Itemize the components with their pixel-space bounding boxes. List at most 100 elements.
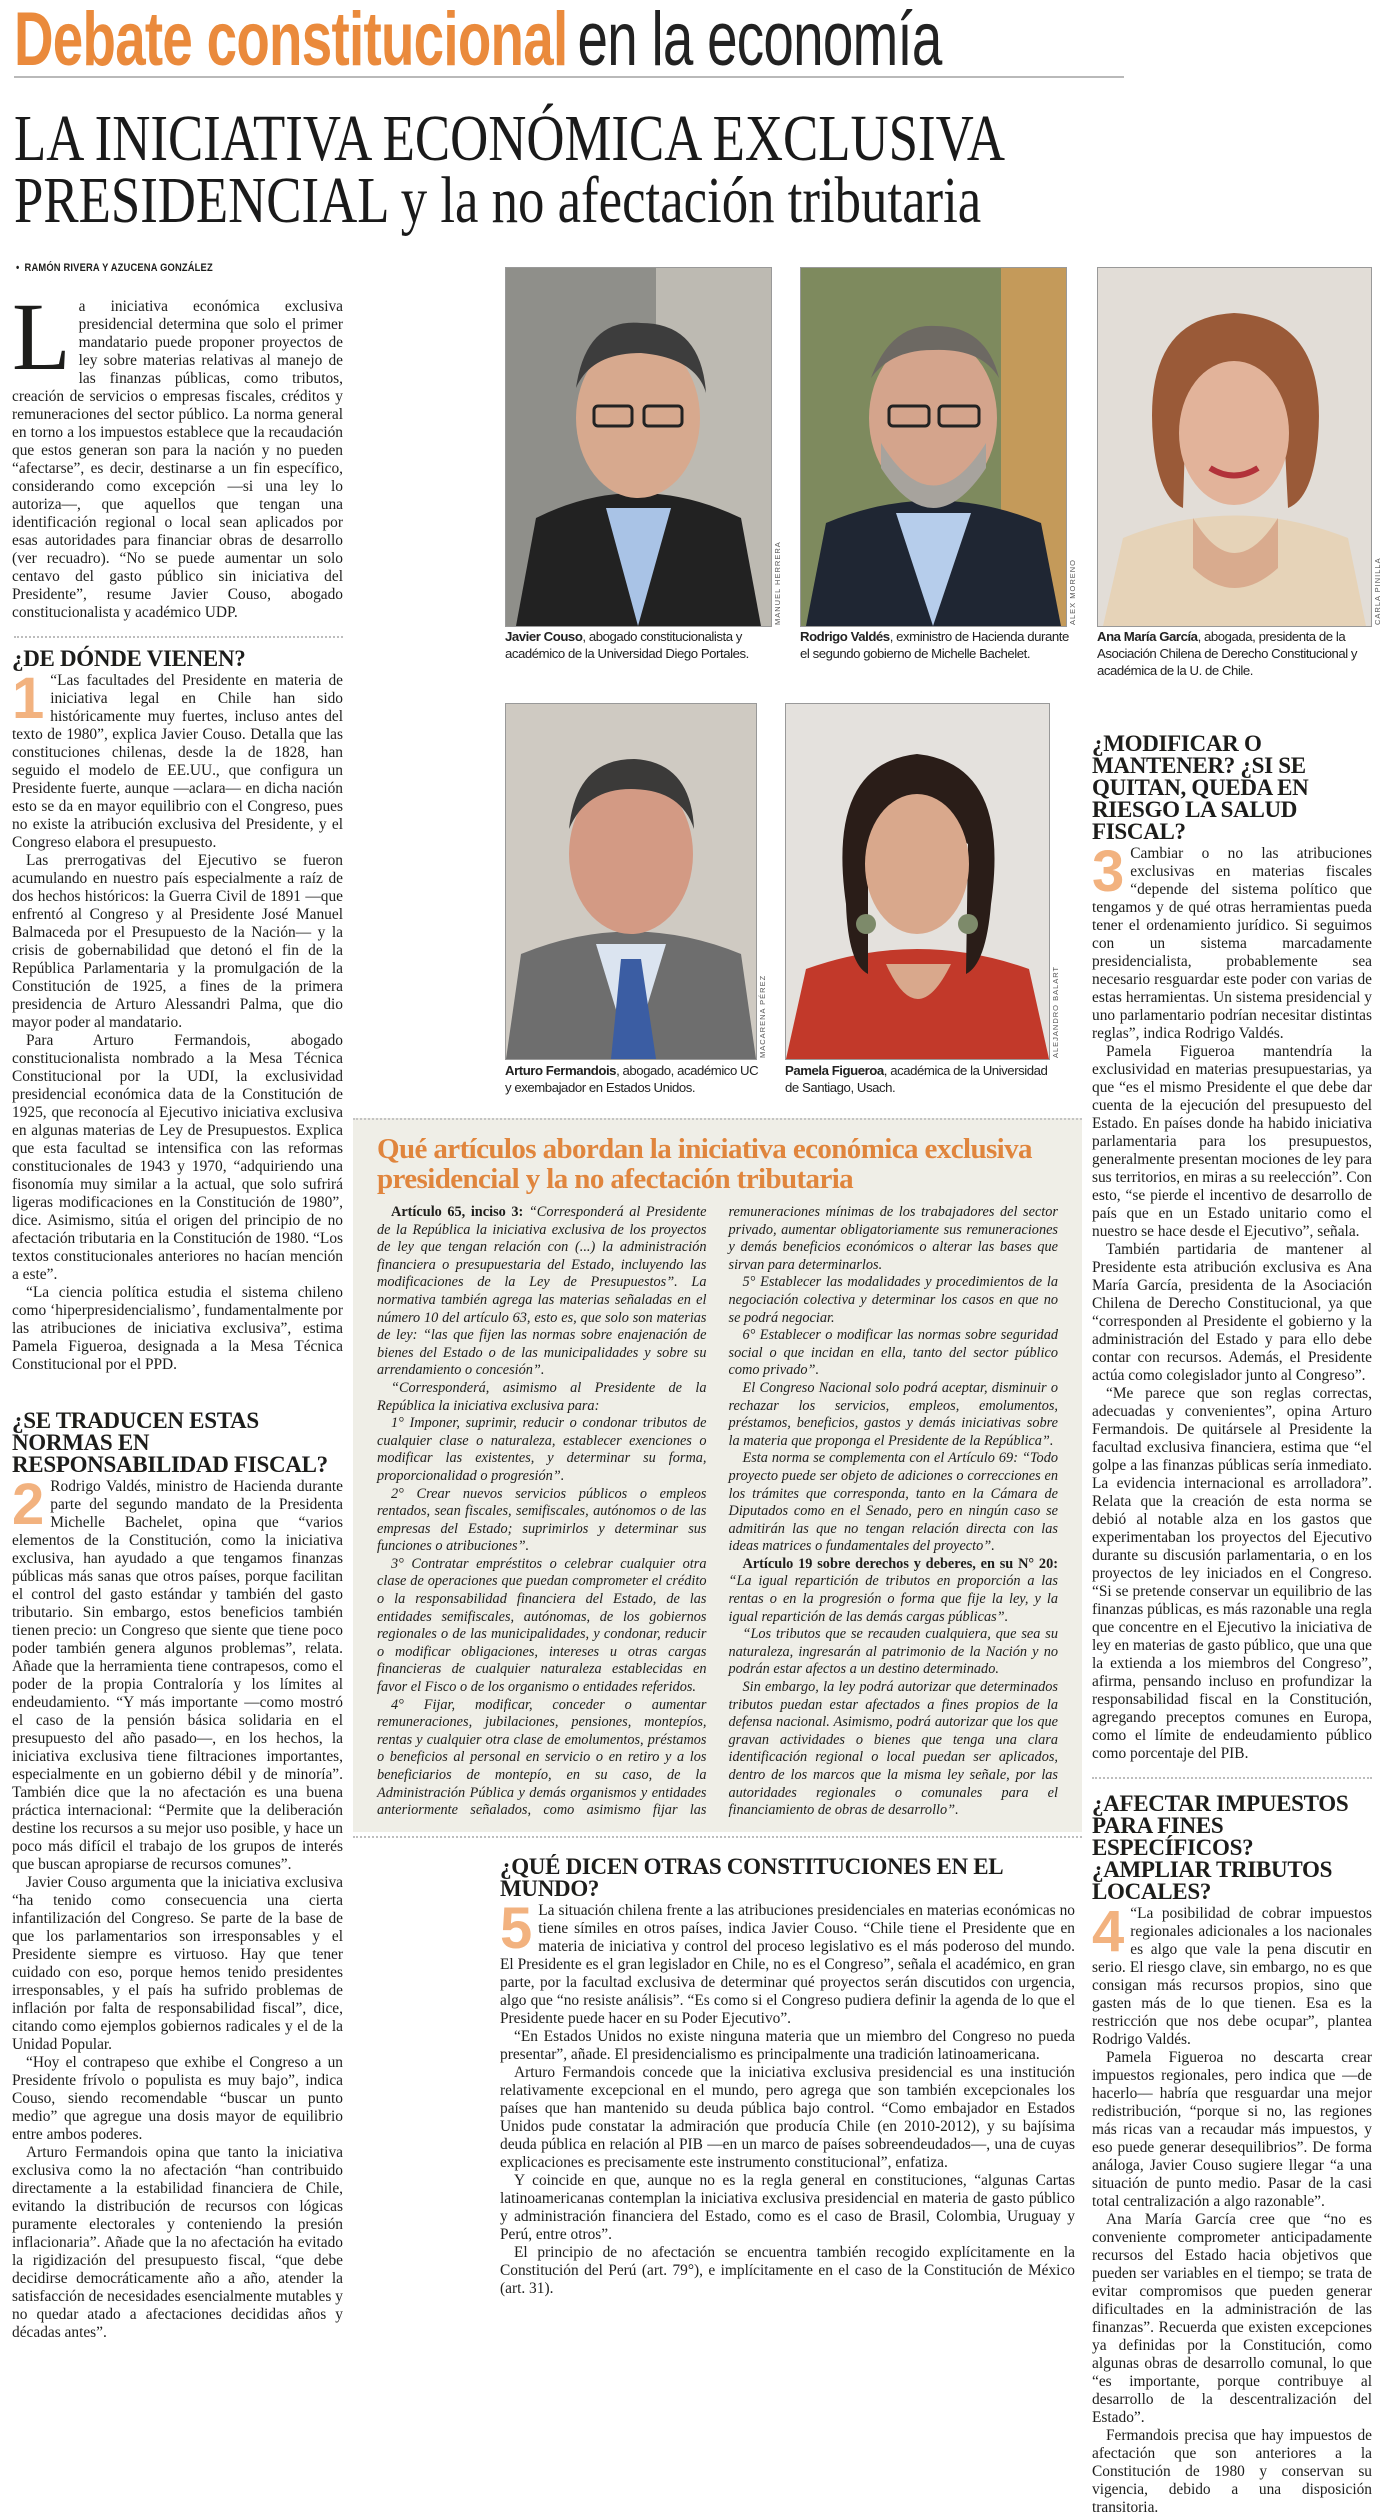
section-heading: ¿SE TRADUCEN ESTAS NORMAS EN RESPONSABIL…	[12, 1408, 328, 1477]
paragraph-text: Ana María García cree que “no es conveni…	[1092, 2211, 1372, 2426]
section-de-donde-vienen: ¿DE DÓNDE VIENEN? 1 “Las facultades del Pr…	[12, 646, 343, 1374]
photo-credit: ALEX MORENO	[1068, 558, 1077, 625]
paragraph: 4 “La posibilidad de cobrar impuestos reg…	[1092, 1899, 1372, 2049]
paragraph: Ana María García cree que “no es conveni…	[1092, 2211, 1372, 2427]
box-paragraph-text: “Los tributos que se recauden cualquiera…	[728, 1626, 1059, 1678]
paragraph-text: Arturo Fermandois concede que la iniciat…	[500, 2063, 1075, 2171]
section-number: 4	[1092, 1899, 1125, 1964]
middle-column: Qué artículos abordan la iniciativa econ…	[353, 1118, 1082, 2298]
photo-caption: Javier Couso, abogado constitucionalista…	[505, 628, 775, 662]
kicker-light: en la economía	[577, 0, 943, 82]
section-modificar-o-mantener: ¿MODIFICAR O MANTENER? ¿SI SE QUITAN, QU…	[1092, 731, 1372, 1763]
caption-text: , académica de la Universidad de Santiag…	[785, 1063, 1048, 1095]
headline-line-1: LA INICIATIVA ECONÓMICA EXCLUSIVA	[14, 102, 1006, 175]
photo-pamela-figueroa	[785, 703, 1050, 1060]
separator	[1092, 1777, 1372, 1779]
section-heading: ¿AFECTAR IMPUESTOS PARA FINES ESPECÍFICO…	[1092, 1791, 1349, 1904]
paragraph: 5 La situación chilena frente a las atrib…	[500, 1899, 1075, 2028]
caption-text: , exministro de Hacienda durante el segu…	[800, 629, 1069, 661]
paragraph-text: “Hoy el contrapeso que exhibe el Congres…	[12, 2054, 343, 2143]
article-reference: Artículo 19 sobre derechos y deberes, en…	[742, 1555, 1059, 1572]
paragraph: Las prerrogativas del Ejecutivo se fuero…	[12, 852, 343, 1032]
paragraph-text: Rodrigo Valdés, ministro de Hacienda dur…	[12, 1478, 343, 1873]
paragraph: Arturo Fermandois concede que la iniciat…	[500, 2064, 1075, 2172]
box-paragraph: Artículo 19 sobre derechos y deberes, en…	[729, 1556, 1059, 1626]
paragraph-text: Javier Couso argumenta que la iniciativa…	[12, 1874, 343, 2053]
section-number: 1	[12, 666, 45, 731]
box-paragraph-text: 4° Fijar, modificar, conceder o aumentar…	[377, 1204, 1058, 1819]
box-paragraph-text: 1° Imponer, suprimir, reducir o condonar…	[377, 1415, 707, 1484]
kicker-bold: Debate constitucional	[14, 0, 568, 82]
paragraph: Y coincide en que, aunque no es la regla…	[500, 2172, 1075, 2244]
box-paragraph: 2° Crear nuevos servicios públicos o emp…	[377, 1486, 707, 1556]
photo-caption: Rodrigo Valdés, exministro de Hacienda d…	[800, 628, 1070, 662]
box-paragraph-text: Sin embargo, la ley podrá autorizar que …	[728, 1679, 1059, 1819]
box-paragraph: Sin embargo, la ley podrá autorizar que …	[729, 1679, 1059, 1820]
separator	[14, 636, 343, 638]
photo-credit: MACARENA PÉREZ	[758, 974, 767, 1058]
paragraph-text: “La posibilidad de cobrar impuestos regi…	[1092, 1905, 1372, 2048]
box-paragraph-text: “Corresponderá al Presidente de la Repúb…	[377, 1204, 707, 1379]
article-reference: Artículo 65, inciso 3:	[391, 1204, 524, 1220]
section-otras-constituciones: ¿QUÉ DICEN OTRAS CONSTITUCIONES EN EL MU…	[500, 1855, 1075, 2298]
paragraph: “Hoy el contrapeso que exhibe el Congres…	[12, 2054, 343, 2144]
box-paragraph: El Congreso Nacional solo podrá aceptar,…	[729, 1380, 1059, 1450]
paragraph-text: “En Estados Unidos no existe ninguna mat…	[500, 2027, 1075, 2063]
caption-name: Ana María García	[1097, 629, 1198, 644]
headline: LA INICIATIVA ECONÓMICA EXCLUSIVA PRESID…	[14, 102, 1386, 237]
photo-javier-couso	[505, 267, 772, 627]
caption-name: Pamela Figueroa	[785, 1063, 884, 1078]
box-body: Artículo 65, inciso 3: “Corresponderá al…	[377, 1204, 1058, 1820]
paragraph-text: Para Arturo Fermandois, abogado constitu…	[12, 1032, 343, 1283]
paragraph: Arturo Fermandois opina que tanto la ini…	[12, 2144, 343, 2342]
paragraph-text: “Me parece que son reglas correctas, ade…	[1092, 1385, 1372, 1762]
paragraph: Pamela Figueroa no descarta crear impues…	[1092, 2049, 1372, 2211]
box-paragraph-text: El Congreso Nacional solo podrá aceptar,…	[728, 1379, 1059, 1449]
box-paragraph: Artículo 65, inciso 3: “Corresponderá al…	[377, 1204, 707, 1380]
paragraph: “La ciencia política estudia el sistema …	[12, 1284, 343, 1374]
paragraph-text: También partidaria de mantener al Presid…	[1092, 1241, 1372, 1384]
section-kicker: Debate constitucional en la economía	[14, 2, 1124, 78]
box-paragraph: 3° Contratar empréstitos o celebrar cual…	[377, 1556, 707, 1697]
box-paragraph: Esta norma se complementa con el Artícul…	[729, 1450, 1059, 1556]
portrait-image	[786, 704, 1049, 1059]
photo-credit: MANUEL HERRERA	[773, 541, 782, 625]
section-afectar-impuestos: ¿AFECTAR IMPUESTOS PARA FINES ESPECÍFICO…	[1092, 1791, 1372, 2517]
paragraph-text: Arturo Fermandois opina que tanto la ini…	[12, 2144, 343, 2341]
section-responsabilidad-fiscal: ¿SE TRADUCEN ESTAS NORMAS EN RESPONSABIL…	[12, 1408, 343, 2342]
box-title: Qué artículos abordan la iniciativa econ…	[377, 1133, 1033, 1195]
photo-credit: ALEJANDRO BALART	[1051, 965, 1060, 1058]
portrait-image	[1098, 268, 1371, 626]
box-paragraph-text: 2° Crear nuevos servicios públicos o emp…	[377, 1485, 707, 1555]
paragraph: “Me parece que son reglas correctas, ade…	[1092, 1385, 1372, 1763]
section-heading: ¿DE DÓNDE VIENEN?	[12, 646, 246, 671]
box-paragraph: 4° Fijar, modificar, conceder o aumentar…	[377, 1204, 1058, 1820]
box-paragraph: “Los tributos que se recauden cualquiera…	[729, 1626, 1059, 1679]
right-column: ¿MODIFICAR O MANTENER? ¿SI SE QUITAN, QU…	[1092, 731, 1372, 2517]
photo-caption: Arturo Fermandois, abogado, académico UC…	[505, 1062, 763, 1096]
headline-line-2: PRESIDENCIAL y la no afectación tributar…	[14, 164, 982, 237]
paragraph-text: Y coincide en que, aunque no es la regla…	[500, 2171, 1075, 2243]
paragraph-text: Pamela Figueroa no descarta crear impues…	[1092, 2049, 1372, 2210]
section-number: 2	[12, 1472, 45, 1537]
paragraph: Para Arturo Fermandois, abogado constitu…	[12, 1032, 343, 1284]
section-heading: ¿MODIFICAR O MANTENER? ¿SI SE QUITAN, QU…	[1092, 731, 1309, 844]
paragraph-text: “La ciencia política estudia el sistema …	[12, 1284, 343, 1373]
byline-authors: RAMÓN RIVERA Y AZUCENA GONZÁLEZ	[24, 262, 213, 274]
paragraph: Fermandois precisa que hay impuestos de …	[1092, 2427, 1372, 2517]
paragraph-text: Las prerrogativas del Ejecutivo se fuero…	[12, 852, 343, 1031]
box-paragraph: 5° Establecer las modalidades y procedim…	[729, 1274, 1059, 1327]
photo-caption: Pamela Figueroa, académica de la Univers…	[785, 1062, 1055, 1096]
paragraph: Pamela Figueroa mantendría la exclusivid…	[1092, 1043, 1372, 1241]
drop-cap: L	[12, 283, 71, 390]
paragraph: Javier Couso argumenta que la iniciativa…	[12, 1874, 343, 2054]
photo-caption: Ana María García, abogada, presidenta de…	[1097, 628, 1375, 679]
paragraph-text: La situación chilena frente a las atribu…	[500, 1901, 1075, 2027]
paragraph: El principio de no afectación se encuent…	[500, 2244, 1075, 2298]
portrait-image	[801, 268, 1066, 626]
box-paragraph: “Corresponderá, asimismo al Presidente d…	[377, 1380, 707, 1415]
caption-name: Rodrigo Valdés	[800, 629, 890, 644]
intro-text: a iniciativa económica exclusiva preside…	[12, 298, 343, 621]
